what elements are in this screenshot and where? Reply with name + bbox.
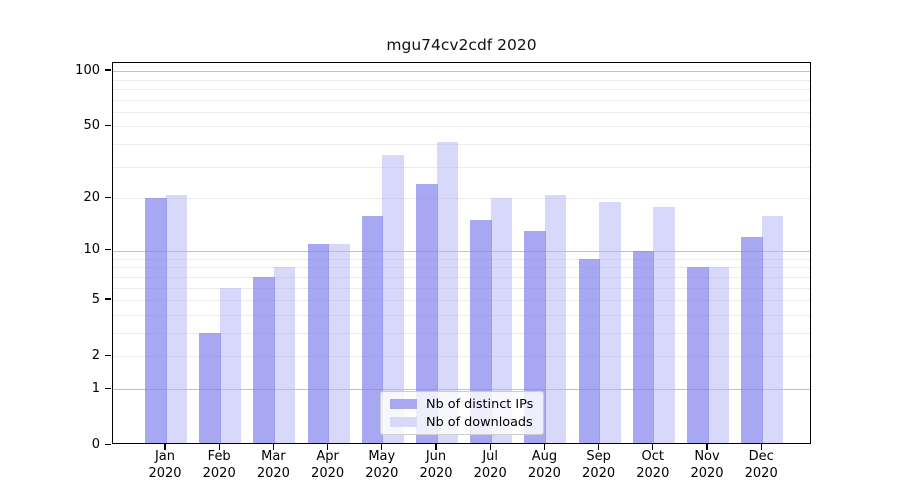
bar-distinct-ips [416, 184, 438, 444]
gridline-minor [112, 198, 810, 200]
x-tick-label: Oct 2020 [636, 449, 670, 481]
gridline-minor [112, 144, 810, 146]
y-tick-mark [105, 124, 111, 126]
bar-downloads [328, 243, 350, 444]
x-tick-label: Jul 2020 [473, 449, 507, 481]
y-tick-label: 20 [83, 189, 100, 205]
x-tick-label: Jan 2020 [148, 449, 182, 481]
bar-distinct-ips [199, 332, 221, 444]
x-tick-mark [760, 443, 762, 450]
bar-distinct-ips [470, 220, 492, 444]
downloads-swatch-icon [390, 417, 417, 427]
x-tick-mark [489, 443, 491, 450]
gridline-minor [112, 300, 810, 301]
y-tick-label: 5 [91, 291, 100, 307]
x-tick-mark [543, 443, 545, 450]
bar-downloads [273, 267, 296, 444]
bar-distinct-ips [307, 243, 330, 444]
gridline-minor [112, 314, 810, 316]
x-tick-mark [706, 443, 708, 450]
y-tick-mark [105, 354, 111, 356]
bar-distinct-ips [687, 267, 709, 444]
y-tick-mark [105, 249, 111, 251]
x-tick-label: Dec 2020 [744, 449, 778, 481]
y-tick-mark [105, 196, 111, 198]
x-tick-mark [381, 443, 383, 450]
legend-item-downloads: Nb of downloads [381, 415, 543, 430]
x-tick-label: May 2020 [365, 449, 399, 481]
gridline-major [112, 250, 810, 252]
x-tick-label: Jun 2020 [419, 449, 453, 481]
bar-downloads [761, 215, 784, 444]
bar-downloads [382, 154, 404, 444]
y-tick-label: 10 [83, 242, 100, 258]
chart-title: mgu74cv2cdf 2020 [386, 36, 537, 54]
gridline-minor [112, 99, 810, 101]
gridline-minor [112, 79, 810, 81]
distinct-ips-swatch-icon [390, 399, 417, 409]
bar-downloads [707, 267, 729, 444]
y-tick-label: 0 [91, 436, 100, 452]
legend: Nb of distinct IPs Nb of downloads [380, 391, 544, 435]
plot-area [111, 61, 811, 444]
y-tick-mark [105, 387, 111, 389]
bar-distinct-ips [632, 250, 655, 444]
x-tick-label: Nov 2020 [690, 449, 724, 481]
x-tick-label: Sep 2020 [582, 449, 616, 481]
y-tick-label: 100 [75, 62, 100, 78]
x-tick-mark [598, 443, 600, 450]
x-tick-mark [164, 443, 166, 450]
gridline-major [112, 389, 810, 391]
bar-downloads [165, 194, 187, 444]
gridline-minor [112, 88, 810, 90]
gridline-minor [112, 332, 810, 334]
bar-distinct-ips [145, 198, 167, 444]
x-tick-label: Mar 2020 [256, 449, 290, 481]
bar-distinct-ips [578, 258, 601, 444]
y-tick-mark [105, 69, 111, 71]
bar-downloads [436, 142, 458, 444]
gridline-minor [112, 111, 810, 113]
gridline-major [112, 71, 810, 72]
bar-downloads [490, 198, 513, 444]
bar-downloads [544, 194, 567, 444]
y-tick-mark [105, 443, 111, 445]
gridline-minor [112, 276, 810, 278]
bar-downloads [653, 206, 675, 444]
y-tick-label: 1 [91, 380, 100, 396]
x-tick-mark [652, 443, 654, 450]
bar-distinct-ips [741, 237, 763, 444]
bar-distinct-ips [361, 215, 384, 444]
y-tick-label: 50 [83, 117, 100, 133]
x-tick-label: Feb 2020 [202, 449, 236, 481]
bar-distinct-ips [524, 231, 546, 444]
x-tick-mark [435, 443, 437, 450]
legend-item-distinct-ips: Nb of distinct IPs [381, 397, 543, 412]
x-tick-mark [327, 443, 329, 450]
gridline-minor [112, 166, 810, 168]
y-tick-label: 2 [91, 347, 100, 363]
gridline-minor [112, 356, 810, 358]
x-tick-mark [272, 443, 274, 450]
gridline-minor [112, 126, 810, 128]
bar-downloads [219, 287, 242, 444]
gridline-minor [112, 267, 810, 269]
y-tick-mark [105, 298, 111, 300]
gridline-minor [112, 258, 810, 260]
gridline-minor [112, 287, 810, 289]
bar-distinct-ips [253, 276, 275, 444]
bar-downloads [599, 202, 621, 444]
legend-label: Nb of distinct IPs [426, 396, 534, 412]
x-tick-mark [218, 443, 220, 450]
x-tick-label: Apr 2020 [311, 449, 345, 481]
x-tick-label: Aug 2020 [527, 449, 561, 481]
legend-label: Nb of downloads [426, 414, 533, 430]
